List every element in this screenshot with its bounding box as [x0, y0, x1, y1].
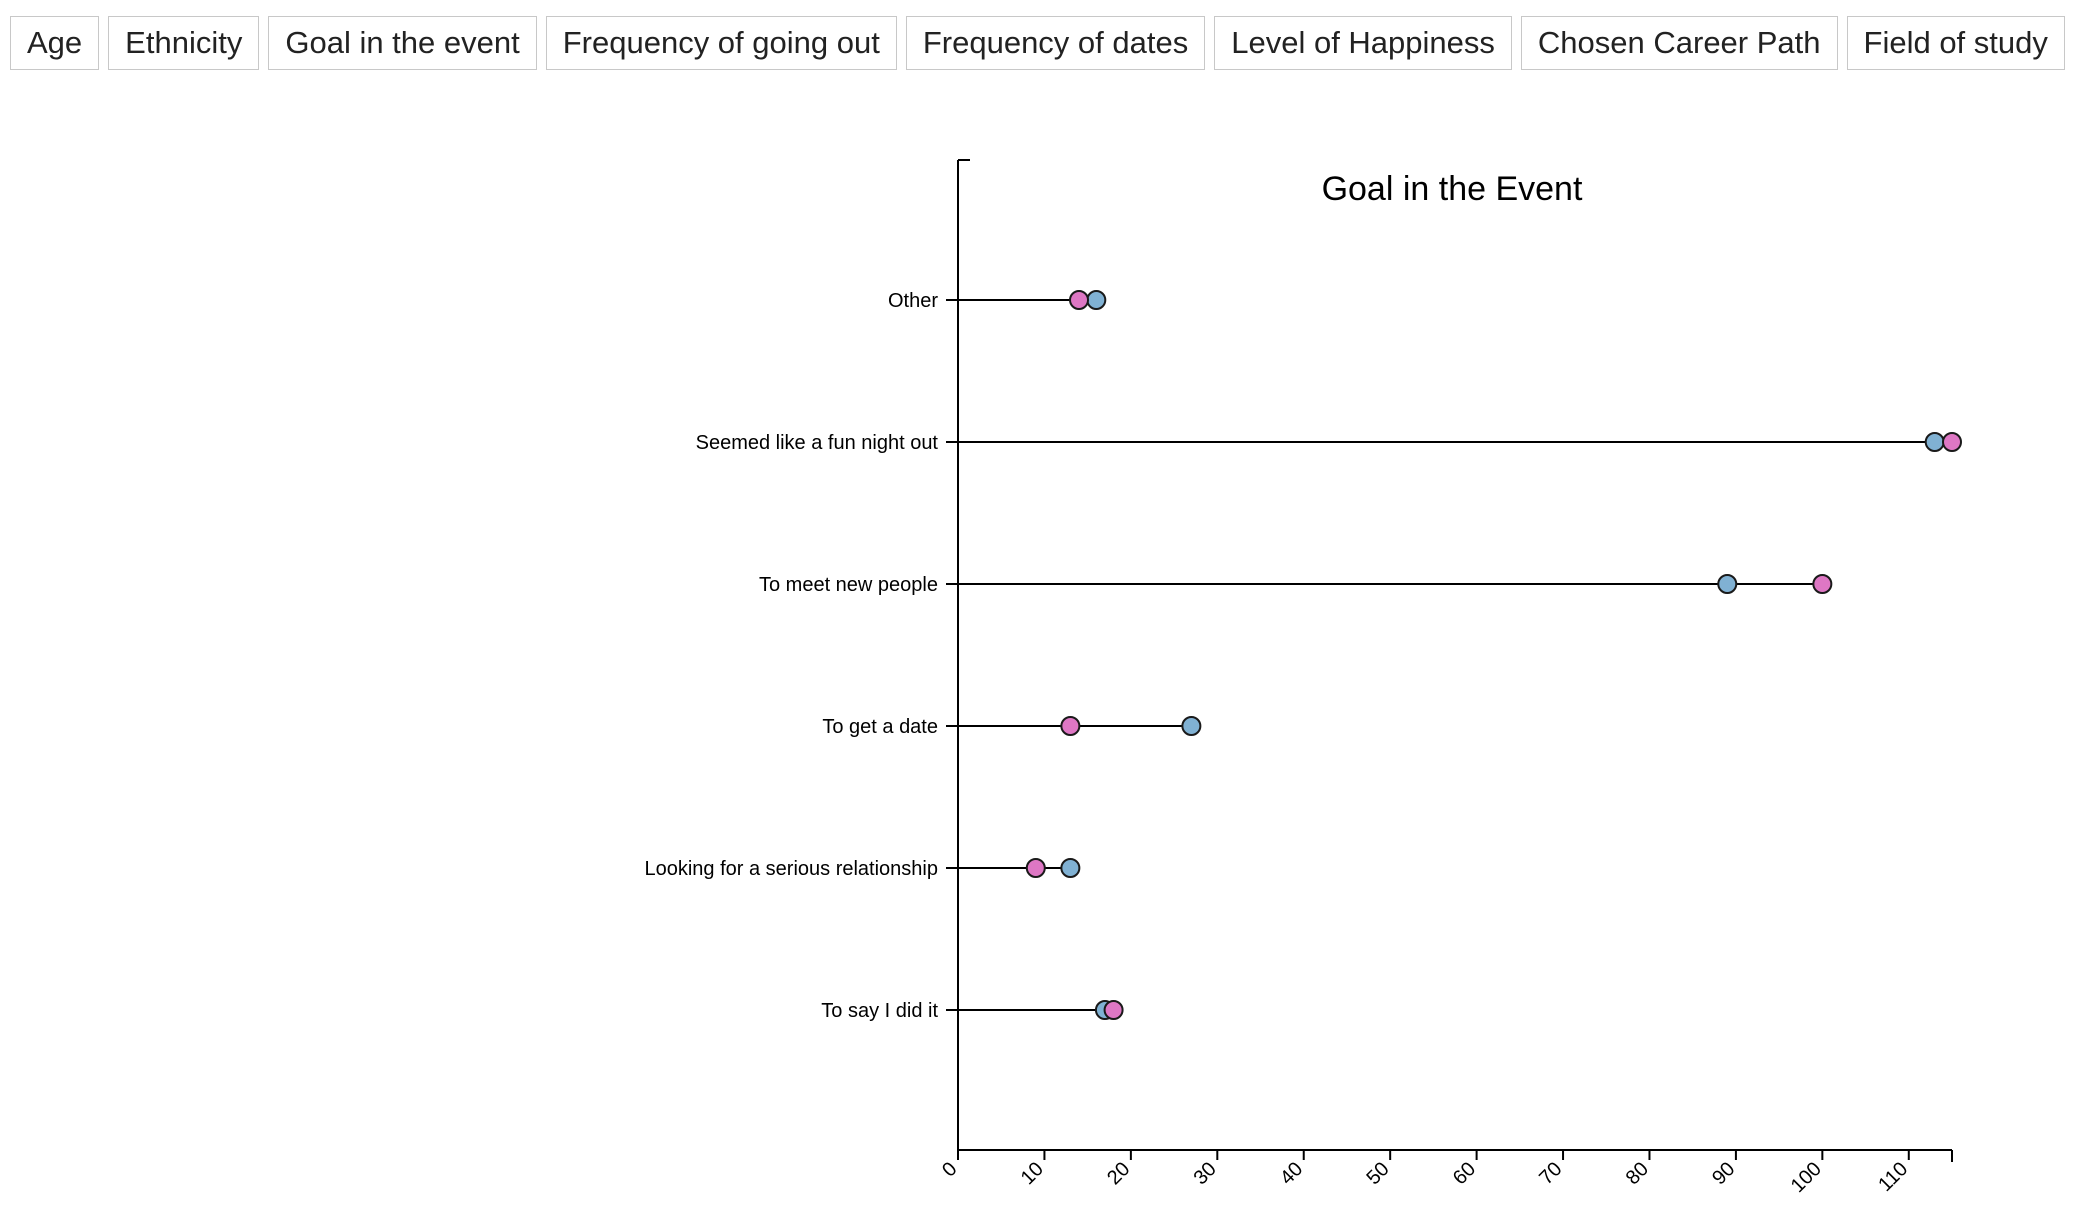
- chosen-career-path-button[interactable]: Chosen Career Path: [1520, 16, 1838, 70]
- x-tick-label: 110: [1874, 1158, 1912, 1196]
- category-label: To say I did it: [821, 1000, 938, 1022]
- data-point-series-2: [1069, 290, 1090, 310]
- category-label: Seemed like a fun night out: [696, 432, 939, 454]
- data-point-series-2: [1025, 858, 1046, 878]
- data-point-series-2: [1060, 716, 1081, 736]
- data-point-series-2: [1812, 574, 1833, 594]
- x-tick-label: 30: [1190, 1158, 1221, 1189]
- x-tick-label: 10: [1017, 1158, 1048, 1189]
- level-of-happiness-button[interactable]: Level of Happiness: [1214, 16, 1512, 70]
- x-tick-label: 60: [1449, 1158, 1480, 1189]
- chart-title: Goal in the Event: [1322, 170, 1583, 208]
- category-label: To meet new people: [759, 574, 938, 596]
- x-tick-label: 80: [1622, 1158, 1653, 1189]
- age-button[interactable]: Age: [10, 16, 100, 70]
- x-tick-label: 40: [1276, 1158, 1307, 1189]
- frequency-of-dates-button[interactable]: Frequency of dates: [905, 16, 1206, 70]
- x-tick-label: 50: [1362, 1158, 1393, 1189]
- data-point-series-1: [1060, 858, 1081, 878]
- data-point-series-2: [1942, 432, 1962, 452]
- category-label: Other: [888, 290, 938, 312]
- data-point-series-1: [1924, 432, 1945, 452]
- frequency-of-going-out-button[interactable]: Frequency of going out: [545, 16, 897, 70]
- chart-selector-toolbar: Age Ethnicity Goal in the event Frequenc…: [10, 16, 2065, 70]
- x-tick-label: 100: [1787, 1158, 1826, 1197]
- field-of-study-button[interactable]: Field of study: [1846, 16, 2065, 70]
- x-tick-label: 70: [1535, 1158, 1566, 1189]
- category-label: Looking for a serious relationship: [644, 858, 938, 880]
- data-point-series-2: [1103, 1000, 1124, 1020]
- x-tick-label: 0: [938, 1158, 961, 1181]
- category-label: To get a date: [822, 716, 938, 738]
- ethnicity-button[interactable]: Ethnicity: [108, 16, 260, 70]
- x-tick-label: 20: [1103, 1158, 1134, 1189]
- x-tick-label: 90: [1708, 1158, 1739, 1189]
- goal-in-the-event-button[interactable]: Goal in the event: [268, 16, 537, 70]
- data-point-series-1: [1717, 574, 1738, 594]
- data-point-series-1: [1181, 716, 1202, 736]
- data-point-series-1: [1086, 290, 1107, 310]
